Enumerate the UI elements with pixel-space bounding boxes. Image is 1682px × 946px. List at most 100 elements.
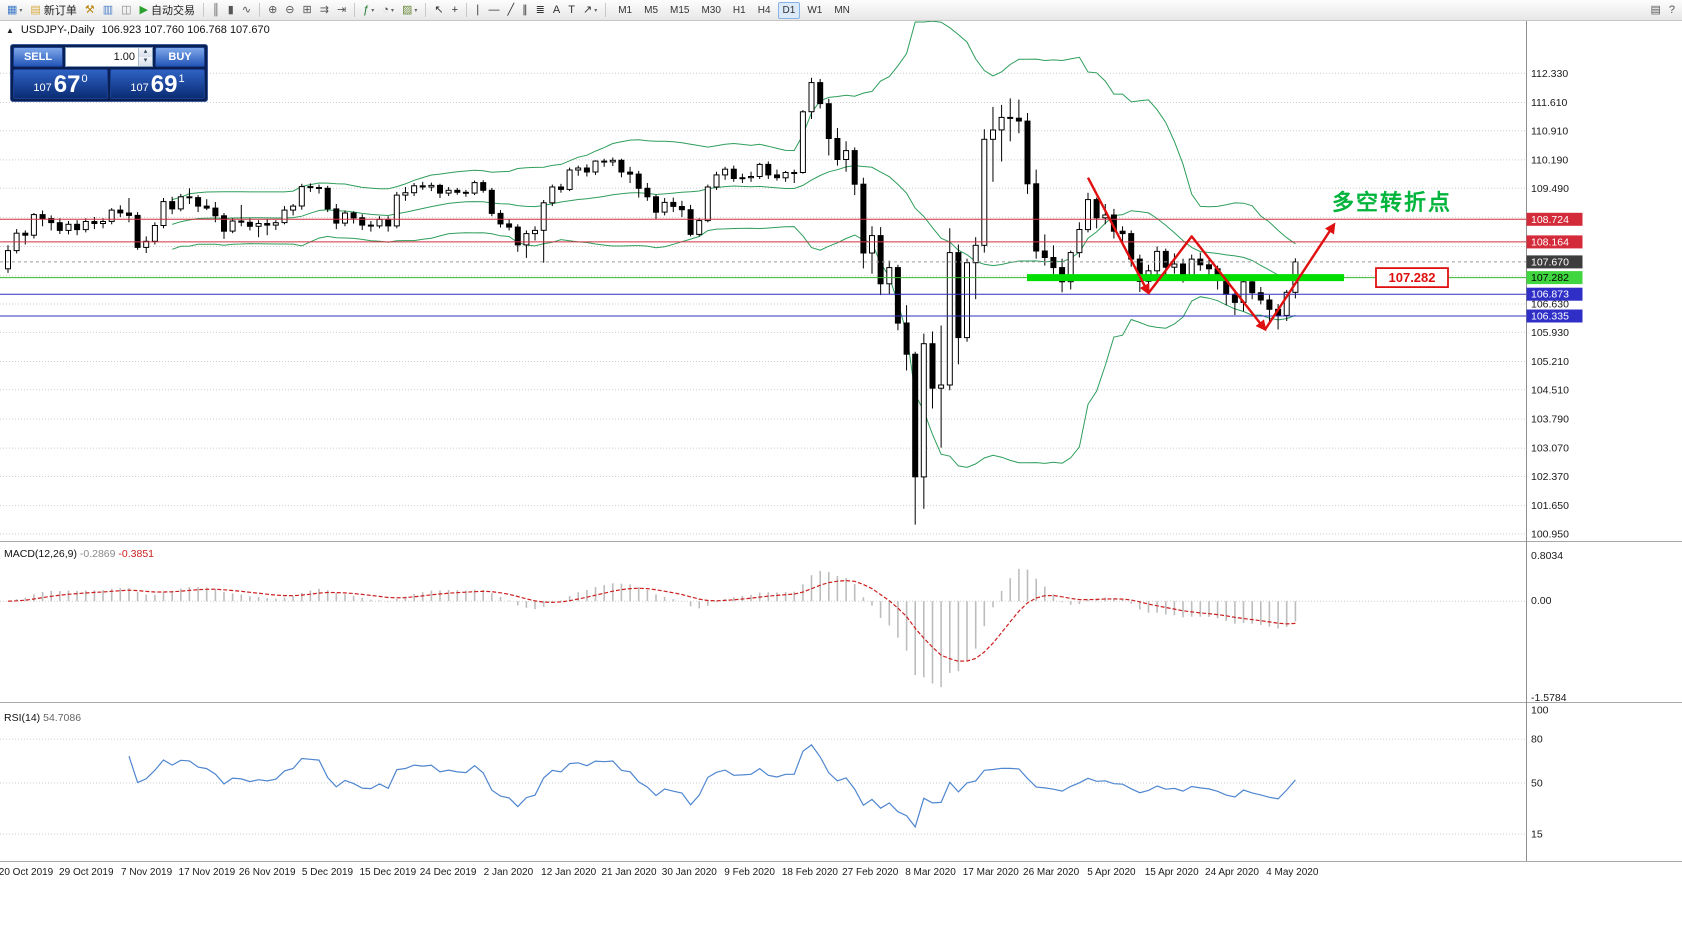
sell-price-display[interactable]: 107 67 0 xyxy=(13,69,108,99)
candle-body xyxy=(834,138,841,160)
new-chart-button[interactable]: ▦ ▾ xyxy=(4,2,25,18)
one-click-trading-panel: SELL ▴ ▾ BUY 107 67 0 107 69 1 xyxy=(10,44,208,102)
candle-body xyxy=(704,186,711,222)
date-label: 2 Jan 2020 xyxy=(484,867,534,878)
chart-line-button[interactable]: ∿ xyxy=(239,2,254,18)
volume-down-icon[interactable]: ▾ xyxy=(139,57,152,66)
timeframe-button-m15[interactable]: M15 xyxy=(670,4,690,16)
cursor-button[interactable]: ↖ xyxy=(431,2,446,18)
timeframe-button-d1[interactable]: D1 xyxy=(777,1,801,19)
periods-button[interactable]: ◔ ▾ xyxy=(379,2,397,18)
candle-body xyxy=(177,196,184,210)
rsi-axis-label: 15 xyxy=(1531,829,1543,841)
market-watch-button[interactable]: ▥ xyxy=(100,2,116,18)
text-label-button[interactable]: T xyxy=(565,2,578,18)
candle-body xyxy=(938,384,945,389)
templates-button[interactable]: ▨ ▾ xyxy=(399,2,420,18)
timeframe-button-w1[interactable]: W1 xyxy=(807,4,823,16)
price-grid xyxy=(0,72,1526,535)
data-window-button[interactable]: ◫ xyxy=(118,2,134,18)
candle-body xyxy=(437,184,443,194)
zoom-out-icon: ⊖ xyxy=(285,4,295,16)
date-label: 29 Oct 2019 xyxy=(59,867,114,878)
candlestick-series xyxy=(5,77,1299,525)
trendline-button[interactable]: ╱ xyxy=(505,2,518,18)
dropdown-caret-icon[interactable]: ▾ xyxy=(390,7,394,14)
candle-body xyxy=(583,167,590,173)
chart-collapse-icon[interactable]: ▲ xyxy=(6,25,14,35)
price-tag-label: 106.873 xyxy=(1531,289,1569,301)
candle-body xyxy=(756,163,763,177)
indicators-button[interactable]: ƒ ▾ xyxy=(360,2,377,18)
autotrading-button[interactable]: ▶ 自动交易 xyxy=(137,2,198,18)
tile-windows-icon: ⊞ xyxy=(302,4,312,16)
buy-button[interactable]: BUY xyxy=(155,47,205,67)
date-label: 27 Feb 2020 xyxy=(842,867,899,878)
fibonacci-button[interactable]: ≣ xyxy=(533,2,548,18)
time-axis[interactable]: 20 Oct 2019 29 Oct 2019 7 Nov 2019 17 Nov 2… xyxy=(0,867,1319,878)
candle-body xyxy=(385,218,392,227)
metaeditor-button[interactable]: ⚒ xyxy=(82,2,98,18)
candle-body xyxy=(1249,281,1256,294)
new-order-button[interactable]: ▤ 新订单 xyxy=(27,2,79,18)
zoom-in-button[interactable]: ⊕ xyxy=(265,2,280,18)
timeframe-button-h4[interactable]: H4 xyxy=(757,4,771,16)
chart-candlesticks-button[interactable]: ▮ xyxy=(225,2,237,18)
date-label: 9 Feb 2020 xyxy=(724,867,775,878)
candle-body xyxy=(1076,229,1083,254)
sell-button[interactable]: SELL xyxy=(13,47,63,67)
price-axis-label: 102.370 xyxy=(1531,471,1569,483)
candle-body xyxy=(1154,250,1161,272)
price-axis[interactable]: 112.330 111.610 110.910 110.190 109.490 106.6… xyxy=(1526,68,1583,541)
volume-up-icon[interactable]: ▴ xyxy=(139,48,152,57)
toolbar-separator xyxy=(425,3,427,17)
dropdown-caret-icon[interactable]: ▾ xyxy=(19,7,23,14)
fibonacci-icon: ≣ xyxy=(535,4,545,16)
candle-body xyxy=(946,252,953,386)
chart-shift-button[interactable]: ⇥ xyxy=(334,2,349,18)
candle-body xyxy=(402,192,409,196)
price-tag xyxy=(1526,271,1583,285)
sell-price-prefix: 107 xyxy=(33,82,52,94)
help-button[interactable]: ? xyxy=(1666,2,1678,18)
candle-body xyxy=(30,214,37,236)
candle-body xyxy=(1085,199,1091,231)
zoom-out-button[interactable]: ⊖ xyxy=(282,2,297,18)
dropdown-caret-icon[interactable]: ▾ xyxy=(414,7,418,14)
channel-button[interactable]: ∥ xyxy=(519,2,531,18)
auto-scroll-button[interactable]: ⇉ xyxy=(317,2,332,18)
timeframe-button-m5[interactable]: M5 xyxy=(644,4,659,16)
chart-bars-button[interactable]: ║ xyxy=(209,2,223,18)
volume-input[interactable] xyxy=(66,48,138,66)
print-preview-button[interactable]: ▤ xyxy=(1647,2,1663,18)
timeframe-button-mn[interactable]: MN xyxy=(834,4,850,16)
arrows-button[interactable]: ↗ ▾ xyxy=(580,2,600,18)
dropdown-caret-icon[interactable]: ▾ xyxy=(371,7,375,14)
candle-body xyxy=(920,343,927,478)
horizontal-lines xyxy=(0,218,1526,317)
macd-axis-label: 0.8034 xyxy=(1531,550,1563,562)
candle-body xyxy=(523,233,530,246)
date-label: 30 Jan 2020 xyxy=(662,867,717,878)
trend-arrow xyxy=(1086,177,1150,296)
timeframe-button-h1[interactable]: H1 xyxy=(732,4,746,16)
timeframe-button-m30[interactable]: M30 xyxy=(701,4,721,16)
price-tag-label: 107.282 xyxy=(1531,272,1569,284)
candle-body xyxy=(869,235,875,254)
tile-windows-button[interactable]: ⊞ xyxy=(300,2,315,18)
candle-body xyxy=(5,250,11,270)
candle-body xyxy=(506,223,513,228)
dropdown-caret-icon[interactable]: ▾ xyxy=(594,7,598,14)
timeframe-button-m1[interactable]: M1 xyxy=(618,4,633,16)
buy-price-display[interactable]: 107 69 1 xyxy=(110,69,205,99)
volume-spinner[interactable]: ▴ ▾ xyxy=(138,48,152,66)
macd-series xyxy=(7,568,1297,688)
price-axis-label: 103.070 xyxy=(1531,443,1569,455)
horizontal-line-button[interactable]: ― xyxy=(486,2,503,18)
vertical-line-button[interactable]: ∣ xyxy=(472,2,484,18)
annotations: 多空转折点 107.282 xyxy=(1086,177,1450,332)
text-button[interactable]: A xyxy=(550,2,563,18)
crosshair-button[interactable]: + xyxy=(449,2,461,18)
volume-field[interactable]: ▴ ▾ xyxy=(65,47,153,67)
